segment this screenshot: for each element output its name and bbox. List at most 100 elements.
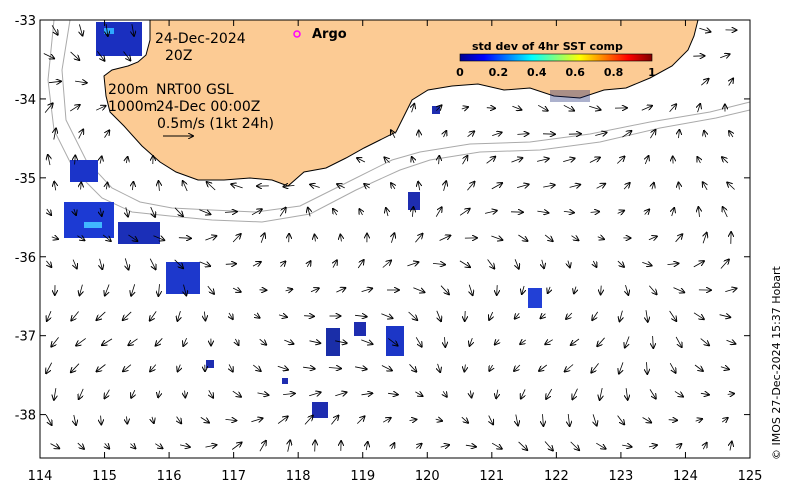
current-vector	[568, 260, 570, 268]
current-vector	[647, 362, 648, 374]
current-vector	[357, 158, 366, 162]
current-vector	[543, 185, 555, 187]
current-vector	[440, 445, 449, 447]
current-vector	[496, 389, 498, 399]
current-vector	[432, 263, 445, 264]
x-tick-label: 116	[157, 469, 182, 484]
current-vector	[178, 364, 181, 372]
current-vector	[123, 51, 131, 61]
current-vector	[328, 368, 341, 369]
current-vector	[101, 415, 102, 425]
current-vector	[544, 234, 553, 241]
current-vector	[595, 133, 606, 136]
current-vector	[331, 416, 338, 425]
current-vector	[199, 209, 210, 215]
current-vector	[625, 336, 630, 348]
current-vector	[512, 106, 521, 110]
current-vector	[413, 287, 424, 293]
current-vector	[153, 235, 165, 240]
current-vector	[309, 392, 321, 395]
current-vector	[462, 156, 468, 165]
current-vector	[388, 338, 397, 345]
current-vector	[283, 185, 295, 186]
x-tick-label: 122	[544, 469, 569, 484]
current-vector	[649, 389, 656, 398]
current-vector	[722, 157, 729, 164]
current-vector	[648, 445, 657, 447]
current-vector	[566, 312, 573, 319]
current-vector	[277, 366, 288, 370]
current-vector	[384, 157, 389, 162]
product-label: NRT00 GSL	[156, 82, 234, 98]
current-vector	[698, 104, 701, 113]
current-vector	[470, 337, 473, 346]
current-vector	[71, 311, 79, 321]
current-vector	[336, 288, 345, 292]
current-vector	[668, 420, 677, 421]
x-tick-label: 119	[350, 469, 375, 484]
y-axis: -33 -34 -35 -36 -37 -38	[15, 14, 750, 424]
sst-std-patches	[64, 22, 590, 418]
current-vector	[178, 238, 191, 239]
current-vector	[537, 159, 549, 162]
current-vector	[672, 208, 675, 217]
current-vector	[703, 443, 707, 450]
current-vectors	[43, 24, 737, 452]
current-vector	[105, 130, 110, 138]
current-vector	[548, 286, 550, 293]
current-vector	[315, 441, 316, 452]
current-vector	[364, 184, 369, 188]
current-vector	[43, 53, 54, 59]
y-tick-label: -37	[15, 330, 36, 345]
current-vector	[75, 156, 76, 165]
current-vector	[673, 287, 685, 293]
current-vector	[511, 158, 523, 162]
current-vector	[150, 311, 157, 320]
current-vector	[126, 207, 128, 216]
current-vector	[184, 284, 187, 296]
analysis-time-label: 24-Dec 00:00Z	[156, 99, 260, 115]
x-tick-label: 115	[92, 469, 117, 484]
current-vector	[128, 234, 137, 241]
current-vector	[340, 235, 341, 242]
current-vector	[284, 340, 293, 344]
current-vector	[204, 311, 205, 321]
current-vector	[698, 207, 699, 217]
current-vector	[102, 338, 113, 345]
current-vector	[106, 24, 108, 36]
current-vector	[48, 81, 61, 82]
current-vector	[516, 184, 529, 187]
current-vector	[515, 259, 519, 268]
current-vector	[444, 131, 447, 138]
current-vector	[415, 337, 422, 346]
current-vector	[407, 262, 418, 266]
current-vector	[645, 156, 648, 165]
time-label: 20Z	[165, 48, 192, 64]
current-vector	[123, 364, 132, 372]
current-vector	[720, 367, 729, 370]
current-vector	[522, 285, 524, 294]
current-vector	[281, 261, 286, 266]
current-vector	[381, 313, 392, 318]
current-vector	[149, 258, 155, 270]
current-vector	[231, 443, 241, 450]
current-vector	[47, 310, 51, 321]
current-vector	[520, 340, 527, 344]
current-vector	[619, 362, 623, 373]
current-vector	[729, 79, 733, 86]
current-vector	[497, 285, 498, 295]
current-vector	[412, 207, 413, 217]
current-vector	[544, 441, 553, 451]
current-vector	[361, 339, 372, 344]
current-vector	[131, 390, 135, 398]
current-vector	[622, 445, 631, 447]
current-vector	[106, 183, 107, 190]
current-vector	[489, 415, 493, 425]
current-vector	[492, 132, 502, 135]
depth-label-1000: 1000m	[108, 99, 157, 115]
current-vector	[54, 182, 56, 191]
current-vector	[653, 335, 654, 348]
colorbar-gradient	[459, 53, 653, 62]
current-vector	[79, 24, 82, 35]
